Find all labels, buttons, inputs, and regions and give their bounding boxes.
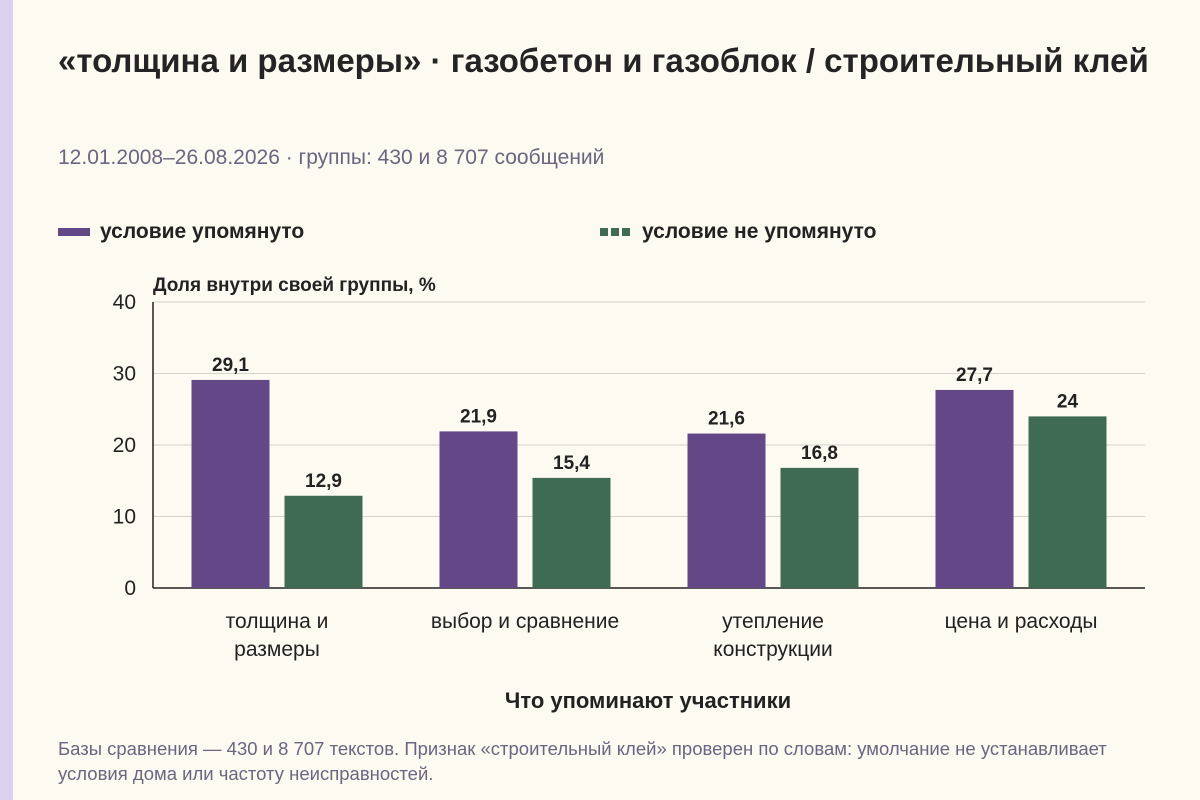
x-tick-label: выбор и сравнение (431, 610, 619, 633)
legend-swatch-not-mentioned (600, 228, 632, 236)
y-tick-label: 40 (113, 291, 136, 314)
bar (935, 389, 1014, 588)
y-tick-label: 0 (124, 577, 136, 600)
data-label: 21,6 (708, 409, 745, 430)
x-axis-title: Что упоминают участники (505, 688, 791, 713)
accent-bar (0, 0, 13, 800)
labels: 0 10 20 30 40 29,1 12,9 толщина и размеры 21,9 15,… (113, 291, 1098, 661)
data-label: 16,8 (801, 443, 838, 464)
legend-item-not-mentioned: условие не упомянуто (600, 220, 876, 244)
y-tick-label: 30 (113, 363, 136, 386)
y-tick-label: 10 (113, 506, 136, 529)
bar (532, 477, 611, 588)
legend-swatch-mentioned (58, 228, 90, 236)
x-tick-label: цена и расходы (945, 610, 1098, 633)
bar-chart: Доля внутри своей группы, % 0 10 20 30 40 29,… (113, 275, 1145, 713)
data-label: 15,4 (553, 453, 590, 474)
data-label: 27,7 (956, 365, 993, 386)
data-label: 29,1 (212, 355, 249, 376)
bar (191, 379, 270, 588)
x-tick-label: толщина и размеры (226, 610, 329, 661)
legend-item-mentioned: условие упомянуто (58, 220, 304, 244)
y-axis-title: Доля внутри своей группы, % (153, 275, 436, 296)
bar (439, 431, 518, 588)
legend-label-mentioned: условие упомянуто (100, 220, 305, 243)
bar (284, 495, 363, 588)
chart-title: «толщина и размеры» · газобетон и газобл… (58, 42, 1149, 79)
x-tick-label: утепление конструкции (713, 610, 832, 661)
data-label: 12,9 (305, 471, 342, 492)
chart-subtitle: 12.01.2008–26.08.2026 · группы: 430 и 8 … (58, 146, 605, 169)
bar (1028, 416, 1107, 588)
bars (191, 379, 1107, 588)
data-label: 21,9 (460, 406, 497, 427)
bar (687, 433, 766, 588)
y-tick-label: 20 (113, 434, 136, 457)
footnote: Базы сравнения — 430 и 8 707 текстов. Пр… (58, 738, 1107, 784)
data-label: 24 (1057, 391, 1079, 412)
bar (780, 467, 859, 588)
legend-label-not-mentioned: условие не упомянуто (642, 220, 877, 243)
